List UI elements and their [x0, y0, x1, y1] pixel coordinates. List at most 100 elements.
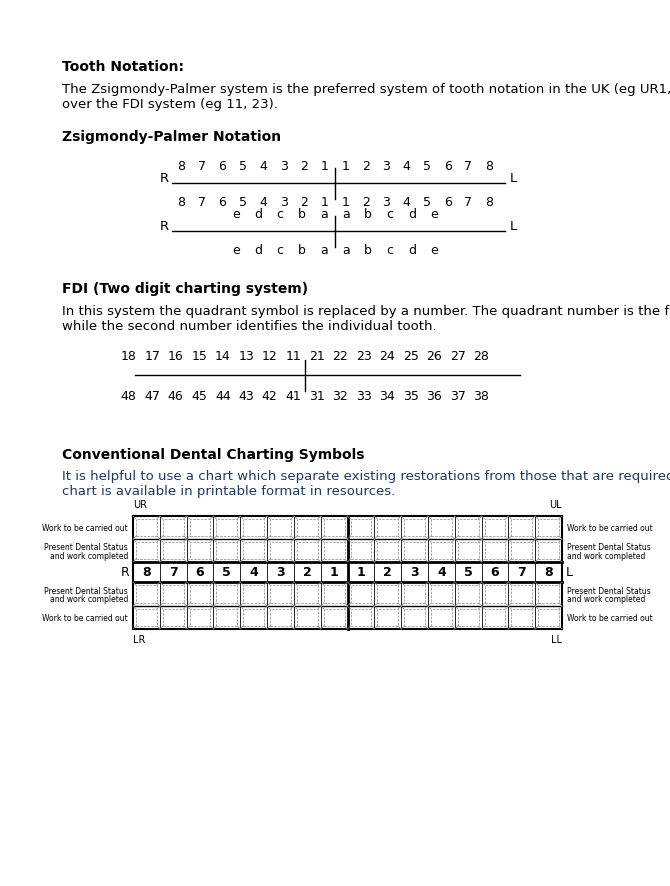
Bar	[136, 610, 157, 626]
Text: Conventional Dental Charting Symbols: Conventional Dental Charting Symbols	[62, 447, 364, 462]
Text: 4: 4	[403, 196, 411, 209]
Text: d: d	[254, 207, 262, 221]
Text: 4: 4	[249, 566, 258, 579]
Text: 6: 6	[218, 159, 226, 173]
Text: R: R	[160, 171, 169, 184]
Text: 2: 2	[303, 566, 312, 579]
Text: Present Dental Status: Present Dental Status	[44, 542, 128, 551]
Text: 14: 14	[215, 350, 230, 362]
Text: 35: 35	[403, 390, 419, 402]
Text: 22: 22	[332, 350, 348, 362]
Text: 16: 16	[168, 350, 184, 362]
Bar	[511, 542, 532, 559]
Bar	[350, 542, 371, 559]
Text: 36: 36	[426, 390, 442, 402]
Text: 3: 3	[410, 566, 419, 579]
Bar	[297, 586, 318, 603]
Text: Present Dental Status: Present Dental Status	[567, 586, 651, 595]
Text: over the FDI system (eg 11, 23).: over the FDI system (eg 11, 23).	[62, 97, 278, 111]
Bar	[270, 586, 291, 603]
Bar	[243, 586, 264, 603]
Text: e: e	[430, 207, 438, 221]
Bar	[163, 586, 184, 603]
Bar	[190, 586, 210, 603]
Text: 1: 1	[341, 159, 349, 173]
Bar	[136, 586, 157, 603]
Text: 8: 8	[485, 196, 492, 209]
Text: 6: 6	[490, 566, 499, 579]
Bar	[431, 610, 452, 626]
Text: 5: 5	[423, 159, 431, 173]
Text: d: d	[408, 244, 416, 257]
Bar	[324, 519, 344, 536]
Bar	[511, 586, 532, 603]
Text: Present Dental Status: Present Dental Status	[567, 542, 651, 551]
Text: 7: 7	[169, 566, 178, 579]
Bar	[484, 542, 505, 559]
Text: 8: 8	[544, 566, 553, 579]
Text: 21: 21	[309, 350, 325, 362]
Text: b: b	[364, 207, 372, 221]
Text: 43: 43	[239, 390, 254, 402]
Text: Work to be carried out: Work to be carried out	[42, 524, 128, 532]
Bar	[270, 542, 291, 559]
Text: 3: 3	[383, 159, 390, 173]
Text: 41: 41	[285, 390, 301, 402]
Text: b: b	[298, 207, 306, 221]
Text: Work to be carried out: Work to be carried out	[42, 613, 128, 622]
Text: It is helpful to use a chart which separate existing restorations from those tha: It is helpful to use a chart which separ…	[62, 470, 670, 483]
Bar	[484, 610, 505, 626]
Bar	[484, 586, 505, 603]
Text: 4: 4	[259, 159, 267, 173]
Text: Work to be carried out: Work to be carried out	[567, 524, 653, 532]
Text: 8: 8	[178, 159, 185, 173]
Bar	[377, 542, 398, 559]
Text: 6: 6	[444, 196, 452, 209]
Text: 47: 47	[144, 390, 160, 402]
Bar	[324, 542, 344, 559]
Text: 45: 45	[192, 390, 207, 402]
Bar	[216, 542, 237, 559]
Text: d: d	[254, 244, 262, 257]
Text: 12: 12	[262, 350, 277, 362]
Text: 3: 3	[276, 566, 285, 579]
Bar	[163, 519, 184, 536]
Text: 32: 32	[332, 390, 348, 402]
Text: 8: 8	[142, 566, 151, 579]
Text: 4: 4	[259, 196, 267, 209]
Bar	[404, 586, 425, 603]
Text: 15: 15	[192, 350, 207, 362]
Text: R: R	[120, 566, 129, 579]
Text: 44: 44	[215, 390, 230, 402]
Text: 6: 6	[444, 159, 452, 173]
Text: 37: 37	[450, 390, 466, 402]
Text: 5: 5	[239, 159, 247, 173]
Text: 11: 11	[285, 350, 301, 362]
Bar	[190, 519, 210, 536]
Text: b: b	[364, 244, 372, 257]
Bar	[136, 542, 157, 559]
Bar	[404, 542, 425, 559]
Text: 3: 3	[280, 196, 287, 209]
Text: 38: 38	[473, 390, 489, 402]
Text: and work completed: and work completed	[567, 595, 645, 604]
Text: 25: 25	[403, 350, 419, 362]
Bar	[377, 519, 398, 536]
Text: L: L	[510, 171, 517, 184]
Text: e: e	[430, 244, 438, 257]
Text: 3: 3	[280, 159, 287, 173]
Bar	[484, 519, 505, 536]
Bar	[297, 519, 318, 536]
Bar	[377, 610, 398, 626]
Bar	[324, 610, 344, 626]
Text: d: d	[408, 207, 416, 221]
Text: 2: 2	[300, 159, 308, 173]
Bar	[538, 586, 559, 603]
Text: UL: UL	[549, 500, 562, 509]
Text: LR: LR	[133, 634, 145, 644]
Bar	[163, 610, 184, 626]
Bar	[538, 542, 559, 559]
Text: 5: 5	[239, 196, 247, 209]
Text: a: a	[342, 244, 350, 257]
Text: and work completed: and work completed	[567, 551, 645, 560]
